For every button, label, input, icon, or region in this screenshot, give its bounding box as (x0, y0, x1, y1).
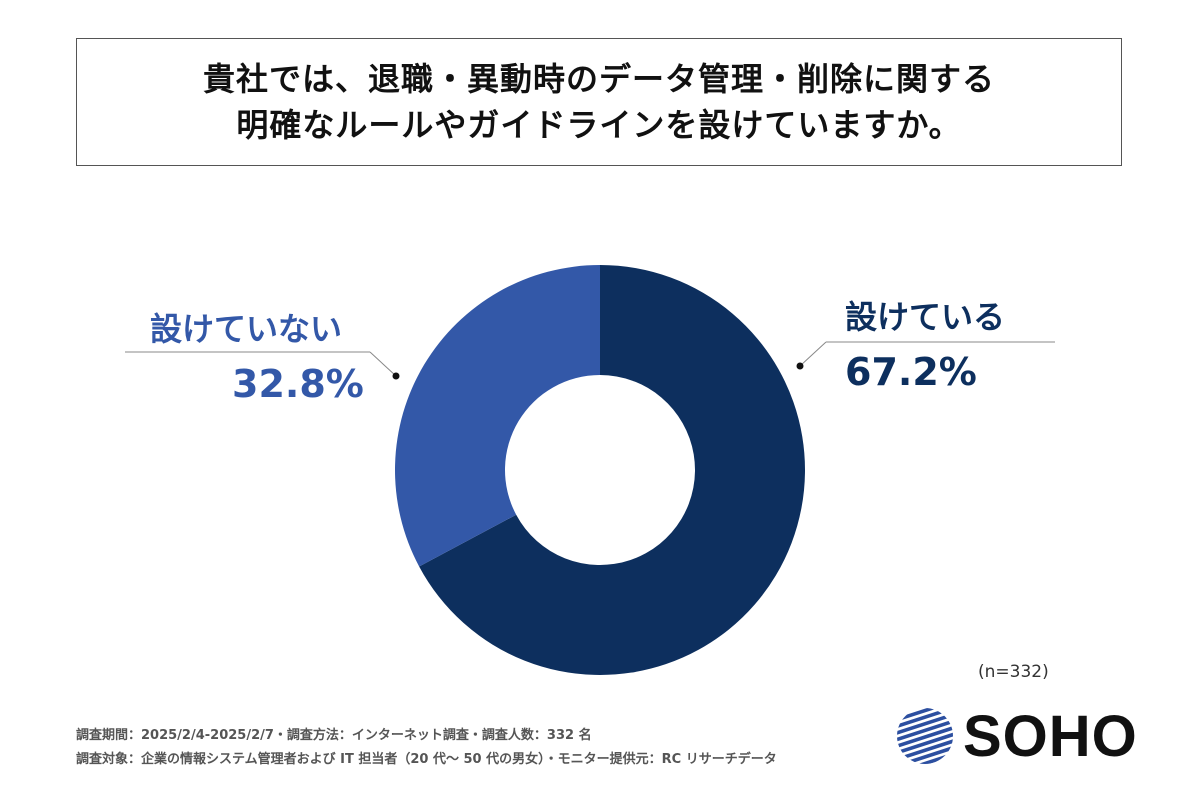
label-no-name: 設けていない (150, 310, 343, 348)
globe-stripe (897, 719, 953, 742)
globe-stripe (897, 708, 947, 724)
donut-slice-0 (419, 265, 805, 675)
globe-stripe (904, 749, 953, 764)
globe-stripe (902, 743, 953, 764)
globe-stripe (897, 713, 951, 736)
title-line-2: 明確なルールやガイドラインを設けていますか。 (236, 106, 962, 144)
label-yes-value: 67.2% (845, 350, 977, 394)
title-line-1: 貴社では、退職・異動時のデータ管理・削除に関する (202, 60, 995, 98)
globe-stripe (897, 725, 953, 748)
leader-line-no-d (369, 351, 397, 377)
globe-stripe (897, 708, 949, 730)
globe-stripe (898, 731, 953, 754)
globe-stripe (900, 737, 953, 760)
donut-slice-1 (394, 265, 600, 567)
leader-dot-yes (796, 362, 804, 370)
footer-line-1: 調査期間：2025/2/4-2025/2/7・調査方法：インターネット調査・調査… (76, 728, 592, 743)
footer-line-2: 調査対象：企業の情報システム管理者および IT 担当者（20 代〜 50 代の男… (76, 752, 777, 767)
label-yes-name: 設けている (845, 298, 1006, 336)
label-no-value: 32.8% (232, 362, 364, 406)
title-box: 貴社では、退職・異動時のデータ管理・削除に関する 明確なルールやガイドラインを設… (76, 38, 1122, 166)
soho-globe-icon (897, 708, 953, 764)
sample-size-label: (n=332) (978, 662, 1049, 682)
soho-logo: SOHO (895, 703, 1138, 769)
leader-dot-no (392, 372, 400, 380)
leader-line-yes-d (799, 341, 827, 367)
logo-text: SOHO (963, 703, 1138, 769)
